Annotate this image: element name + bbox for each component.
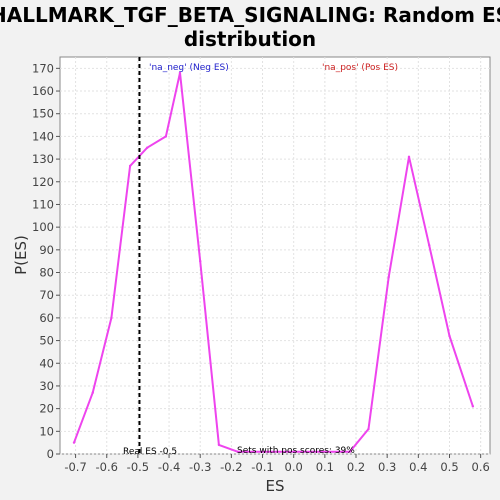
- series-point: [428, 244, 431, 247]
- y-tick-label: 120: [32, 175, 54, 189]
- series-point: [72, 441, 76, 444]
- series-layer: [72, 71, 475, 453]
- pos-es-label: 'na_pos' (Pos ES): [322, 63, 398, 73]
- x-tick-label: -0.7: [64, 460, 86, 474]
- chart-title-line-2: distribution: [184, 27, 316, 51]
- series-point: [236, 450, 239, 453]
- series-point: [217, 443, 221, 447]
- tick-layer: 0 10 20 30 40 50 60 70 80 90 100 110 120 130 140 150 160…: [32, 61, 490, 474]
- series-point: [367, 427, 370, 431]
- y-tick-label: 130: [32, 152, 54, 166]
- x-axis-label: ES: [266, 477, 285, 495]
- y-tick-label: 30: [39, 379, 54, 393]
- x-tick-label: -0.5: [127, 460, 149, 474]
- real-es-label: Real ES -0.5: [123, 447, 177, 457]
- y-tick-label: 50: [39, 334, 54, 348]
- chart-title-line-1: HALLMARK_TGF_BETA_SIGNALING: Random ES: [0, 3, 500, 27]
- y-tick-label: 100: [32, 220, 54, 234]
- series-point: [407, 155, 411, 159]
- x-tick-label: 0.3: [378, 460, 396, 474]
- y-tick-label: 70: [39, 288, 54, 302]
- series-point: [448, 334, 451, 338]
- plot-area: [59, 56, 491, 455]
- x-tick-label: 0.0: [285, 460, 303, 474]
- y-tick-label: 80: [39, 266, 54, 280]
- x-tick-label: -0.2: [220, 460, 242, 474]
- y-tick-label: 0: [47, 447, 54, 461]
- y-tick-label: 10: [39, 424, 54, 438]
- x-tick-label: 0.2: [347, 460, 365, 474]
- neg-es-label: 'na_neg' (Neg ES): [149, 63, 229, 73]
- series-point: [110, 316, 113, 320]
- series-point: [91, 391, 94, 394]
- x-tick-label: 0.5: [440, 460, 458, 474]
- x-tick-label: -0.3: [189, 460, 211, 474]
- y-tick-label: 40: [39, 356, 54, 370]
- series-point: [128, 164, 132, 168]
- series-point: [348, 450, 351, 453]
- x-tick-label: 0.1: [316, 460, 334, 474]
- series-point: [146, 146, 149, 149]
- x-tick-label: -0.6: [96, 460, 118, 474]
- y-tick-label: 60: [39, 311, 54, 325]
- series-point: [164, 135, 168, 138]
- x-tick-label: -0.1: [251, 460, 273, 474]
- y-tick-label: 110: [32, 197, 54, 211]
- y-tick-label: 170: [32, 61, 54, 75]
- series-point: [178, 71, 182, 75]
- y-tick-label: 90: [39, 243, 54, 257]
- x-tick-label: 0.6: [472, 460, 490, 474]
- series-point: [199, 259, 202, 263]
- series-point: [387, 275, 390, 279]
- y-tick-label: 160: [32, 84, 54, 98]
- pos-scores-label: Sets with pos scores: 39%: [237, 446, 355, 456]
- y-tick-label: 20: [39, 402, 54, 416]
- x-tick-label: 0.4: [409, 460, 427, 474]
- x-tick-label: -0.4: [158, 460, 180, 474]
- y-axis-label: P(ES): [12, 235, 30, 275]
- y-tick-label: 150: [32, 107, 54, 121]
- series-point: [471, 405, 475, 408]
- y-tick-label: 140: [32, 129, 54, 143]
